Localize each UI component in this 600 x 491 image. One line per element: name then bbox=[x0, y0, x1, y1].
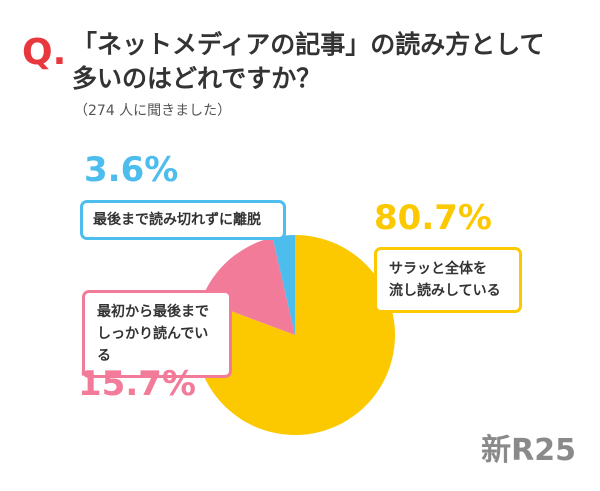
slice-label-1-line-1: 最初から最後まで bbox=[97, 304, 209, 320]
slice-value-label-0: 80.7% bbox=[374, 198, 492, 238]
brand-logo: 新R25 bbox=[481, 433, 576, 468]
slice-value-label-1: 15.7% bbox=[78, 364, 196, 404]
slice-label-1-line-2: しっかり読んでいる bbox=[97, 326, 209, 364]
slice-value-label-2: 3.6% bbox=[84, 150, 179, 190]
slice-label-2-line-1: 最後まで読み切れずに離脱 bbox=[93, 212, 261, 228]
pie-slice-2 bbox=[272, 235, 295, 335]
respondent-count: （274 人に聞きました） bbox=[74, 103, 232, 119]
title-line-1: 「ネットメディアの記事」の読み方として bbox=[72, 30, 545, 59]
slice-label-0-line-2: 流し読みしている bbox=[389, 283, 501, 299]
chart-title: 「ネットメディアの記事」の読み方として 多いのはどれですか？ bbox=[72, 28, 545, 96]
pie-slices bbox=[195, 235, 396, 435]
title-line-2: 多いのはどれですか？ bbox=[72, 64, 322, 93]
slice-label-box-1: 最初から最後まで しっかり読んでいる bbox=[82, 290, 232, 378]
pie-slice-0 bbox=[195, 235, 396, 435]
slice-label-0-line-1: サラッと全体を bbox=[389, 261, 487, 277]
slice-label-box-0: サラッと全体を 流し読みしている bbox=[374, 247, 522, 313]
question-mark: Q. bbox=[22, 32, 67, 73]
slice-label-box-2: 最後まで読み切れずに離脱 bbox=[80, 200, 286, 240]
pie-slice-1 bbox=[201, 237, 295, 335]
